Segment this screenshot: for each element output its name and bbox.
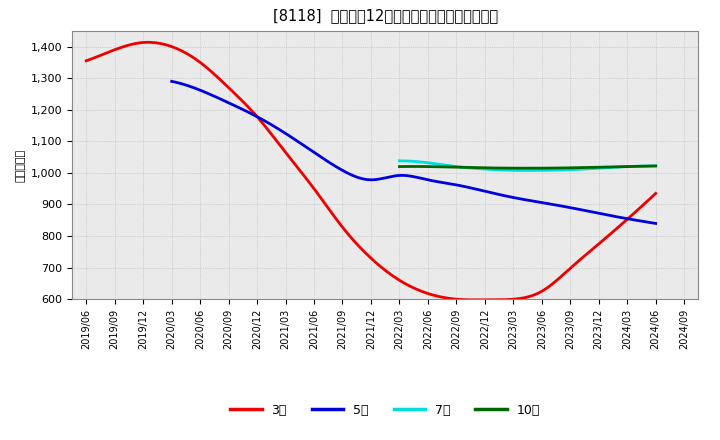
Title: [8118]  経常利益12か月移動合計の平均値の推移: [8118] 経常利益12か月移動合計の平均値の推移 <box>273 7 498 23</box>
Y-axis label: （百万円）: （百万円） <box>15 148 25 182</box>
Legend: 3年, 5年, 7年, 10年: 3年, 5年, 7年, 10年 <box>225 399 545 422</box>
